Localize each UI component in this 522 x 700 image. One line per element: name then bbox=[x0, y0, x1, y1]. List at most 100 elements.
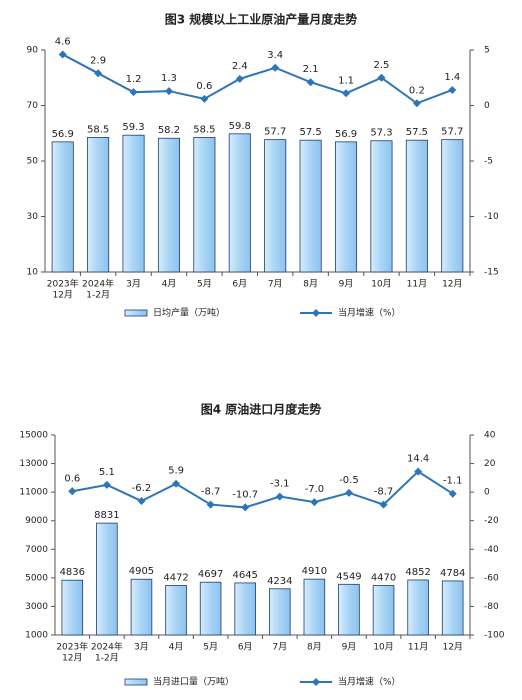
x-tick-label: 5月 bbox=[197, 279, 212, 290]
line-value-label: 2.4 bbox=[232, 61, 248, 72]
line-value-label: -6.2 bbox=[132, 483, 152, 494]
chart-title: 图4 原油进口月度走势 bbox=[201, 402, 322, 417]
chart-title: 图3 规模以上工业原油产量月度走势 bbox=[165, 12, 358, 27]
y-tick-label: 13000 bbox=[19, 459, 48, 469]
bar-value-label: 58.5 bbox=[193, 124, 215, 135]
x-tick-label: 12月 bbox=[442, 279, 462, 290]
bar-value-label: 4645 bbox=[232, 570, 257, 581]
x-tick-label: 1-2月 bbox=[86, 290, 110, 301]
line-marker bbox=[379, 500, 388, 509]
x-tick-label: 12月 bbox=[52, 290, 72, 301]
y-tick-label: 70 bbox=[27, 101, 39, 111]
x-tick-label: 7月 bbox=[272, 642, 287, 653]
line-marker bbox=[241, 503, 250, 512]
y-tick-label: 1000 bbox=[25, 631, 48, 641]
bar bbox=[130, 578, 153, 636]
y2-tick-label: 5 bbox=[484, 46, 490, 56]
line-value-label: 0.2 bbox=[409, 85, 425, 96]
bar-value-label: 58.2 bbox=[158, 125, 180, 136]
y-tick-label: 15000 bbox=[19, 431, 48, 441]
legend-swatch bbox=[124, 678, 148, 686]
line-marker bbox=[275, 492, 284, 501]
line-marker bbox=[200, 94, 209, 103]
y-tick-label: 7000 bbox=[25, 545, 48, 555]
bar-value-label: 59.3 bbox=[122, 122, 144, 133]
bar bbox=[234, 582, 256, 636]
x-tick-label: 6月 bbox=[232, 279, 247, 290]
bar bbox=[372, 585, 395, 636]
bar-value-label: 8831 bbox=[94, 510, 119, 521]
line-marker bbox=[94, 69, 103, 78]
line-marker bbox=[58, 50, 67, 59]
line-marker bbox=[306, 78, 315, 87]
x-tick-label: 2024年 bbox=[82, 278, 114, 290]
x-tick-label: 10月 bbox=[373, 642, 393, 653]
line-value-label: 3.4 bbox=[267, 50, 283, 61]
x-tick-label: 6月 bbox=[238, 642, 253, 653]
bar-value-label: 4905 bbox=[129, 566, 154, 577]
y-tick-label: 3000 bbox=[25, 602, 48, 612]
line-value-label: 0.6 bbox=[196, 81, 212, 92]
line-value-label: -8.7 bbox=[374, 487, 394, 498]
line-value-label: 1.3 bbox=[161, 73, 177, 84]
line-value-label: -7.0 bbox=[305, 484, 325, 495]
bar bbox=[61, 579, 84, 636]
bar-value-label: 56.9 bbox=[52, 129, 74, 140]
line-marker bbox=[414, 467, 423, 476]
y-tick-label: 50 bbox=[27, 157, 39, 167]
y2-tick-label: 0 bbox=[484, 101, 490, 111]
bar bbox=[441, 139, 464, 273]
bar bbox=[441, 580, 464, 636]
line-marker bbox=[137, 497, 146, 505]
line-value-label: -0.5 bbox=[339, 475, 359, 486]
y2-tick-label: -80 bbox=[484, 602, 499, 612]
x-tick-label: 4月 bbox=[162, 279, 177, 290]
line-value-label: -3.1 bbox=[270, 479, 290, 490]
line-marker bbox=[68, 487, 77, 496]
line-marker bbox=[344, 488, 353, 497]
y2-tick-label: -10 bbox=[484, 212, 499, 222]
line-value-label: -10.7 bbox=[232, 489, 258, 500]
bar bbox=[87, 137, 110, 273]
legend-label: 当月增速（%） bbox=[338, 676, 401, 688]
x-tick-label: 12月 bbox=[442, 642, 462, 653]
bar bbox=[193, 137, 216, 273]
y-tick-label: 11000 bbox=[19, 488, 48, 498]
line-value-label: 2.1 bbox=[303, 64, 319, 75]
bar-value-label: 57.7 bbox=[264, 127, 286, 138]
line-value-label: 14.4 bbox=[407, 454, 429, 465]
x-tick-label: 4月 bbox=[169, 642, 184, 653]
bar bbox=[157, 137, 180, 273]
legend-marker bbox=[312, 678, 320, 686]
bar-value-label: 57.5 bbox=[299, 127, 321, 138]
y2-tick-label: -100 bbox=[484, 631, 505, 641]
y-tick-label: 5000 bbox=[25, 573, 48, 583]
y-tick-label: 90 bbox=[27, 46, 39, 56]
line-value-label: 2.5 bbox=[374, 60, 390, 71]
line-value-label: 5.9 bbox=[168, 466, 184, 477]
bar bbox=[370, 140, 393, 273]
x-tick-label: 12月 bbox=[62, 653, 82, 664]
bar bbox=[269, 588, 291, 636]
x-tick-label: 9月 bbox=[339, 279, 354, 290]
x-tick-label: 10月 bbox=[371, 279, 391, 290]
bar-value-label: 4549 bbox=[336, 571, 361, 582]
x-tick-label: 11月 bbox=[408, 642, 428, 653]
bar bbox=[405, 139, 428, 273]
line-marker bbox=[235, 74, 244, 83]
x-tick-label: 2023年 bbox=[47, 278, 79, 290]
bar bbox=[335, 141, 358, 273]
bar-value-label: 57.7 bbox=[441, 127, 463, 138]
bar-value-label: 57.3 bbox=[370, 128, 392, 139]
x-tick-label: 3月 bbox=[134, 642, 149, 653]
line-marker bbox=[342, 89, 351, 98]
line-marker bbox=[172, 479, 181, 488]
y2-tick-label: -15 bbox=[484, 268, 499, 278]
line-marker bbox=[448, 489, 457, 498]
line-marker bbox=[310, 498, 319, 507]
bar bbox=[122, 134, 145, 273]
bar bbox=[228, 133, 251, 273]
line-value-label: 1.4 bbox=[444, 72, 460, 83]
y-tick-label: 30 bbox=[27, 212, 39, 222]
